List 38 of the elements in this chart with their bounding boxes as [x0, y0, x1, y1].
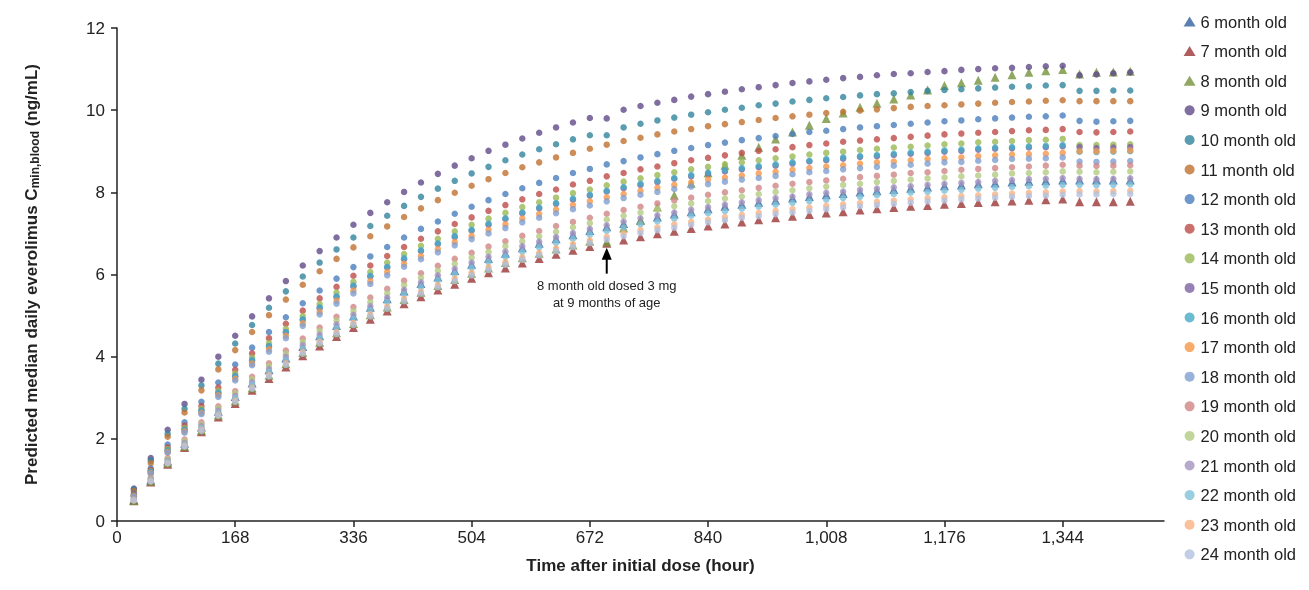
y-tick-label: 4 [95, 347, 105, 367]
y-tick-label: 8 [95, 182, 105, 202]
y-tick-label: 12 [86, 18, 105, 38]
y-tick-label: 6 [95, 265, 105, 284]
legend-label: 17 month old [1200, 338, 1297, 357]
legend-label: 14 month old [1200, 249, 1297, 268]
legend-label: 21 month old [1200, 456, 1297, 475]
legend-label: 15 month old [1200, 278, 1297, 297]
legend-label: 13 month old [1200, 219, 1297, 238]
legend-label: 7 month old [1200, 42, 1287, 61]
legend-label: 10 month old [1200, 130, 1297, 149]
legend-label: 6 month old [1200, 12, 1287, 31]
annotation: 8 month old dosed 3 mg at 9 months of age [536, 277, 677, 310]
legend-label: 22 month old [1200, 486, 1297, 505]
x-tick-label: 0 [112, 528, 122, 547]
y-tick-label: 0 [95, 511, 105, 531]
legend-label: 18 month old [1200, 367, 1297, 386]
legend-label: 23 month old [1200, 515, 1297, 534]
legend-label: 9 month old [1200, 101, 1287, 120]
y-tick-label: 10 [86, 100, 105, 120]
legend-label: 8 month old [1200, 71, 1287, 90]
x-tick-label: 1,176 [923, 528, 966, 547]
legend-label: 20 month old [1200, 426, 1297, 445]
x-tick-label: 672 [575, 528, 605, 547]
legend-label: 19 month old [1200, 397, 1297, 416]
x-tick-label: 504 [457, 528, 486, 547]
x-tick-label: 1,008 [804, 528, 848, 547]
x-axis-title: Time after initial dose (hour) [526, 556, 755, 575]
x-tick-label: 1,344 [1041, 528, 1084, 547]
x-tick-label: 840 [693, 528, 723, 547]
legend-label: 12 month old [1200, 190, 1297, 209]
legend-label: 16 month old [1200, 308, 1297, 327]
legend-label: 11 month old [1200, 160, 1295, 179]
x-tick-label: 168 [221, 528, 250, 547]
y-axis-title: Predicted median daily everolimus Cmin,blood (ng/mL) [21, 63, 42, 486]
y-tick-label: 2 [95, 429, 105, 449]
legend-label: 24 month old [1200, 545, 1297, 564]
x-tick-label: 336 [339, 528, 368, 547]
